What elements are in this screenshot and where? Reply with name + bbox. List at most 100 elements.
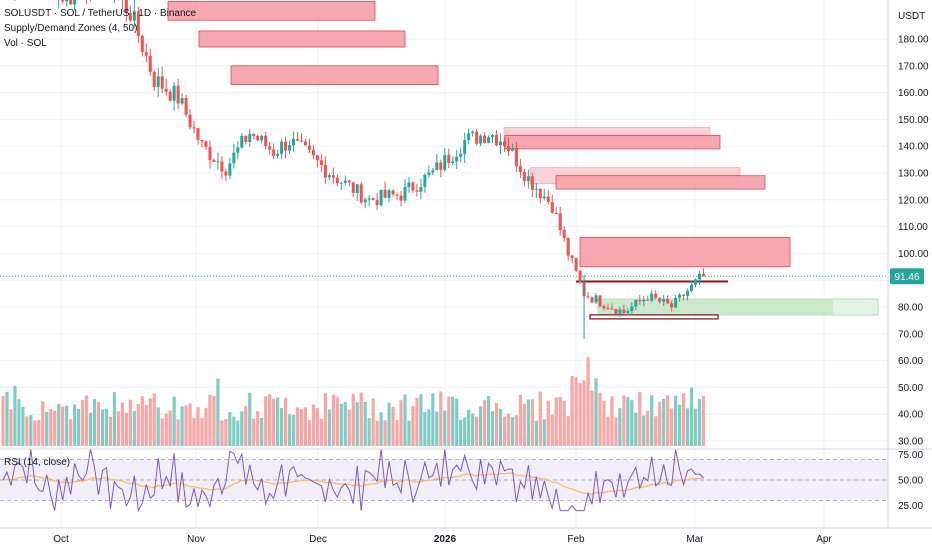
candle-body [315, 155, 319, 161]
volume-bar [65, 405, 69, 446]
volume-bar [359, 392, 363, 446]
candle-body [168, 91, 172, 101]
volume-bar [236, 420, 240, 446]
rsi-label[interactable]: RSI (14, close) [4, 457, 71, 468]
candle-body [546, 196, 550, 203]
volume-bar [311, 404, 316, 446]
volume-bar [77, 408, 81, 446]
volume-bar [200, 418, 204, 446]
volume-bar [666, 395, 670, 446]
volume-bar [248, 392, 252, 446]
candle-body [654, 293, 658, 299]
volume-bar [518, 394, 522, 446]
volume-bar [379, 412, 383, 446]
volume-bar [276, 397, 280, 446]
volume-bar [419, 394, 423, 446]
volume-bar [467, 409, 471, 446]
volume-bar [291, 414, 296, 446]
candle-body [670, 303, 674, 308]
volume-bar [411, 405, 415, 446]
candle-body [73, 0, 77, 5]
volume-bar [140, 396, 144, 446]
candle-body [439, 162, 443, 170]
volume-bar [498, 408, 503, 446]
candle-body [499, 141, 502, 146]
candle-body [367, 198, 371, 200]
volume-bar [21, 406, 25, 446]
candle-body [538, 188, 542, 199]
candles [14, 0, 705, 340]
volume-bar [57, 403, 61, 446]
volume-bar [244, 406, 248, 446]
candle-body [256, 136, 260, 141]
candle-body [387, 190, 391, 198]
supply-zone [579, 236, 791, 268]
symbol-title[interactable]: SOLUSDT · SOL / TetherUS · 1D · Binance [4, 8, 197, 19]
volume-bar [204, 408, 208, 446]
candle-body [148, 55, 152, 72]
supply-zone [230, 65, 439, 85]
volume-bar [630, 400, 634, 446]
volume-bar [327, 409, 331, 446]
candle-body [327, 175, 331, 178]
price-tick-label: 40.00 [898, 410, 923, 421]
volume-bar [427, 409, 431, 446]
volume-bar [530, 399, 534, 446]
rsi-line [2, 449, 704, 513]
candle-body [172, 85, 176, 101]
range-bottom-line [589, 314, 719, 320]
volume-bar [431, 393, 435, 446]
candle-body [276, 153, 280, 156]
candle-body [610, 308, 614, 310]
supply-zone [504, 135, 721, 150]
volume-bar [132, 410, 136, 446]
supply-demand-zones [167, 1, 879, 320]
candle-body [427, 172, 431, 175]
volume-bar [180, 406, 184, 446]
candle-body [634, 299, 638, 307]
volume-bar [351, 393, 355, 446]
candle-body [128, 12, 132, 21]
candle-body [586, 296, 590, 298]
volume-bar [391, 406, 395, 446]
volume-bar [423, 412, 427, 446]
rsi-lines [2, 449, 704, 513]
last-price-label: 91.46 [894, 272, 919, 283]
price-tick-label: 80.00 [898, 303, 923, 314]
candle-body [311, 149, 315, 156]
volume-bar [622, 395, 626, 446]
candle-body [415, 190, 419, 192]
candle-body [300, 140, 303, 142]
volume-label[interactable]: Vol · SOL [4, 38, 47, 49]
volume-bar [156, 407, 160, 446]
volume-bar [116, 411, 121, 446]
candle-body [566, 237, 570, 256]
volume-bar [598, 392, 602, 446]
volume-bar [590, 390, 594, 446]
supply-zone [555, 175, 766, 190]
time-tick-label: Nov [187, 534, 205, 545]
volume-bar [1, 396, 5, 446]
price-tick-label: 60.00 [898, 356, 923, 367]
volume-bar [323, 393, 327, 446]
volume-bar [81, 400, 85, 446]
candle-body [252, 133, 256, 137]
candle-body [626, 310, 630, 313]
candle-body [268, 146, 272, 150]
volume-bar [546, 401, 550, 446]
candle-body [132, 11, 136, 21]
volume-bar [510, 417, 515, 446]
candle-body [391, 190, 395, 195]
candle-body [264, 135, 268, 147]
candle-body [180, 98, 184, 104]
indicator-label[interactable]: Supply/Demand Zones (4, 50) [4, 23, 138, 34]
volume-bar [638, 391, 642, 446]
volume-bar [256, 411, 260, 446]
candle-body [423, 174, 427, 187]
volume-bar [33, 420, 37, 446]
volume-bar [475, 416, 479, 446]
volume-bar [216, 378, 220, 446]
price-tick-label: 180.00 [898, 35, 929, 46]
candle-body [220, 161, 224, 172]
